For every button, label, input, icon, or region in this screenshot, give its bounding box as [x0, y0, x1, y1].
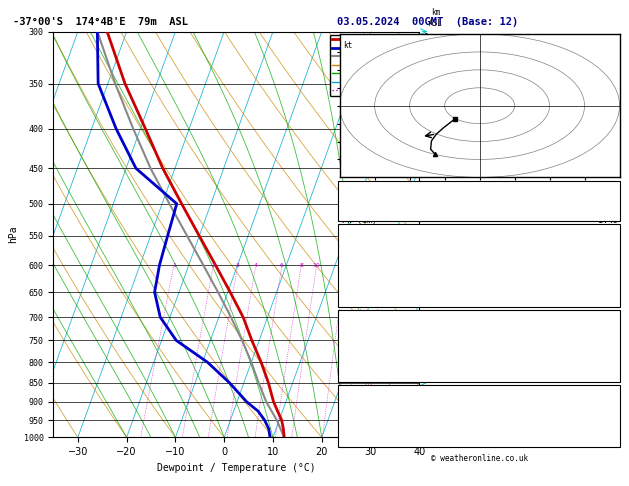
- Text: StmDir: StmDir: [342, 426, 372, 435]
- Text: 12: 12: [608, 438, 618, 447]
- Text: 5: 5: [423, 234, 428, 243]
- Text: 224°: 224°: [598, 426, 618, 435]
- X-axis label: Dewpoint / Temperature (°C): Dewpoint / Temperature (°C): [157, 463, 316, 473]
- Text: 2: 2: [211, 263, 215, 268]
- Text: -0: -0: [608, 193, 618, 202]
- Text: θe (K): θe (K): [342, 339, 372, 348]
- Text: Most Unstable: Most Unstable: [447, 316, 512, 325]
- Text: -37°00'S  174°4B'E  79m  ASL: -37°00'S 174°4B'E 79m ASL: [13, 17, 187, 27]
- Text: CIN (J): CIN (J): [342, 300, 377, 309]
- Text: LCL: LCL: [423, 419, 437, 428]
- Text: PW (cm): PW (cm): [342, 216, 377, 226]
- Text: 9: 9: [613, 363, 618, 372]
- Text: Mixing Ratio (g/kg): Mixing Ratio (g/kg): [456, 191, 465, 278]
- Text: Surface: Surface: [462, 230, 497, 239]
- Text: 3: 3: [236, 263, 240, 268]
- Text: 37: 37: [608, 300, 618, 309]
- Text: 20: 20: [362, 263, 370, 268]
- Text: 7: 7: [613, 288, 618, 297]
- Text: kt: kt: [343, 41, 352, 50]
- Text: Lifted Index: Lifted Index: [342, 351, 401, 360]
- Y-axis label: hPa: hPa: [8, 226, 18, 243]
- Text: 9: 9: [613, 277, 618, 286]
- Text: 9.4: 9.4: [603, 253, 618, 262]
- Text: 6: 6: [423, 171, 428, 180]
- Text: 35: 35: [608, 205, 618, 214]
- Text: 03.05.2024  00GMT  (Base: 12): 03.05.2024 00GMT (Base: 12): [337, 17, 518, 27]
- Text: Dewp (°C): Dewp (°C): [342, 253, 387, 262]
- Text: Lifted Index: Lifted Index: [342, 277, 401, 286]
- Text: CAPE (J): CAPE (J): [342, 288, 382, 297]
- Text: 12.3: 12.3: [598, 242, 618, 251]
- Text: 1: 1: [423, 391, 428, 399]
- Text: SREH: SREH: [342, 415, 362, 424]
- Text: Totals Totals: Totals Totals: [342, 205, 406, 214]
- Text: 10: 10: [608, 351, 618, 360]
- Text: K: K: [342, 193, 347, 202]
- Text: 6: 6: [280, 263, 284, 268]
- Text: 25: 25: [379, 263, 387, 268]
- Text: -14: -14: [603, 403, 618, 412]
- Text: CIN (J): CIN (J): [342, 374, 377, 383]
- Text: θe(K): θe(K): [342, 265, 367, 274]
- Text: 1.49: 1.49: [598, 216, 618, 226]
- Text: 2: 2: [613, 374, 618, 383]
- Text: Temp (°C): Temp (°C): [342, 242, 387, 251]
- Text: © weatheronline.co.uk: © weatheronline.co.uk: [431, 454, 528, 464]
- Text: 7: 7: [423, 105, 428, 114]
- Text: Hodograph: Hodograph: [457, 391, 502, 400]
- Text: 8: 8: [423, 33, 428, 42]
- Text: km
ASL: km ASL: [429, 8, 443, 28]
- Legend: Temperature, Dewpoint, Parcel Trajectory, Dry Adiabat, Wet Adiabat, Isotherm, Mi: Temperature, Dewpoint, Parcel Trajectory…: [330, 35, 416, 96]
- Text: 4: 4: [423, 275, 428, 283]
- Text: 3: 3: [423, 315, 428, 324]
- Text: 950: 950: [603, 328, 618, 337]
- Text: 2: 2: [423, 356, 428, 364]
- Text: 1: 1: [172, 263, 175, 268]
- Text: StmSpd (kt): StmSpd (kt): [342, 438, 396, 447]
- Text: 15: 15: [342, 263, 349, 268]
- Text: 10: 10: [313, 263, 321, 268]
- Text: 305: 305: [603, 265, 618, 274]
- Text: 8: 8: [299, 263, 303, 268]
- Text: -5: -5: [608, 415, 618, 424]
- Text: Pressure (mb): Pressure (mb): [342, 328, 406, 337]
- Text: CAPE (J): CAPE (J): [342, 363, 382, 372]
- Text: 305: 305: [603, 339, 618, 348]
- Text: 4: 4: [253, 263, 258, 268]
- Text: EH: EH: [342, 403, 352, 412]
